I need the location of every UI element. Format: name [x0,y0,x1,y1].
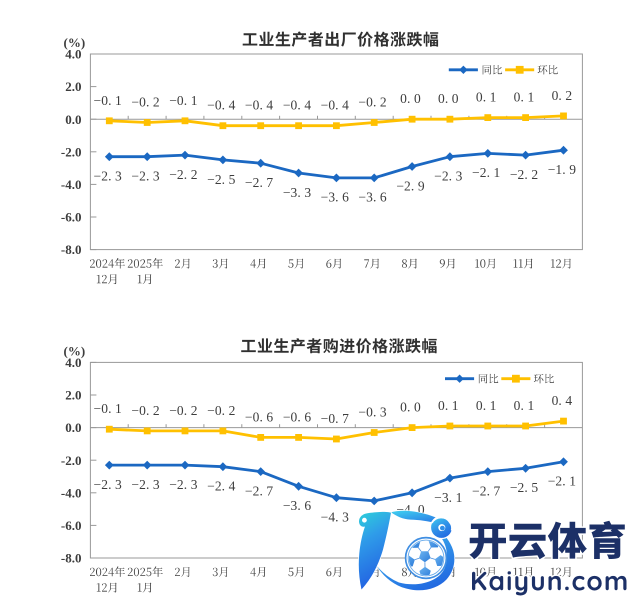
svg-text:-4.0: -4.0 [61,485,82,500]
svg-text:−2. 7: −2. 7 [472,483,501,498]
svg-text:0. 1: 0. 1 [514,398,535,413]
svg-text:−2. 3: −2. 3 [169,477,198,492]
svg-text:−0. 3: −0. 3 [358,405,387,420]
svg-text:-8.0: -8.0 [61,551,82,566]
svg-text:−0. 2: −0. 2 [207,403,235,418]
svg-text:−2. 7: −2. 7 [245,483,274,498]
svg-text:−2. 7: −2. 7 [245,175,274,190]
svg-text:−2. 5: −2. 5 [510,480,539,495]
svg-text:−2. 3: −2. 3 [434,169,463,184]
svg-text:−2. 3: −2. 3 [131,477,160,492]
svg-text:−0. 6: −0. 6 [245,409,274,424]
svg-text:−0. 1: −0. 1 [169,93,197,108]
svg-text:−2. 2: −2. 2 [169,167,197,182]
svg-text:0. 1: 0. 1 [514,90,535,105]
svg-text:−3. 6: −3. 6 [358,190,387,205]
svg-text:−2. 3: −2. 3 [94,477,123,492]
svg-text:4.0: 4.0 [65,355,81,370]
svg-text:−2. 5: −2. 5 [207,172,236,187]
svg-text:−4. 3: −4. 3 [321,510,350,525]
svg-text:−0. 2: −0. 2 [358,95,386,110]
svg-text:2.0: 2.0 [65,79,81,94]
svg-text:-8.0: -8.0 [61,242,82,257]
svg-text:−2. 1: −2. 1 [548,474,576,489]
svg-text:0. 2: 0. 2 [552,88,573,103]
svg-text:0. 1: 0. 1 [476,90,497,105]
svg-text:−2. 9: −2. 9 [396,178,425,193]
svg-text:0. 0: 0. 0 [400,400,421,415]
svg-text:0.0: 0.0 [65,112,81,127]
svg-text:−2. 1: −2. 1 [472,165,500,180]
svg-text:−0. 4: −0. 4 [283,98,312,113]
svg-text:2.0: 2.0 [65,388,81,403]
svg-text:−3. 3: −3. 3 [283,185,312,200]
svg-text:−0. 2: −0. 2 [131,403,159,418]
svg-text:−0. 2: −0. 2 [131,95,159,110]
svg-text:−0. 4: −0. 4 [245,98,274,113]
svg-text:(%): (%) [64,343,86,358]
svg-text:-6.0: -6.0 [61,518,82,533]
svg-text:−2. 4: −2. 4 [207,479,236,494]
svg-text:0.0: 0.0 [65,420,81,435]
svg-text:−2. 3: −2. 3 [131,169,160,184]
svg-text:0. 4: 0. 4 [552,393,573,408]
svg-text:−0. 4: −0. 4 [321,98,350,113]
svg-text:−3. 1: −3. 1 [434,490,462,505]
svg-text:-2.0: -2.0 [61,453,82,468]
svg-text:−3. 6: −3. 6 [321,190,350,205]
svg-text:−0. 7: −0. 7 [321,411,350,426]
svg-text:−2. 3: −2. 3 [94,169,123,184]
svg-text:0. 0: 0. 0 [400,91,421,106]
svg-text:0. 0: 0. 0 [438,91,459,106]
svg-text:-6.0: -6.0 [61,210,82,225]
svg-text:−0. 6: −0. 6 [283,409,312,424]
svg-text:(%): (%) [64,35,86,50]
svg-text:−2. 2: −2. 2 [510,167,538,182]
svg-text:-2.0: -2.0 [61,144,82,159]
svg-text:−3. 6: −3. 6 [283,498,312,513]
svg-text:−0. 2: −0. 2 [169,403,197,418]
svg-text:−1. 9: −1. 9 [548,162,577,177]
svg-text:-4.0: -4.0 [61,177,82,192]
svg-text:4.0: 4.0 [65,47,81,62]
svg-text:−0. 4: −0. 4 [207,98,236,113]
svg-text:−0. 1: −0. 1 [94,93,122,108]
svg-text:−0. 1: −0. 1 [94,401,122,416]
svg-text:0. 1: 0. 1 [476,398,497,413]
svg-text:0. 1: 0. 1 [438,398,459,413]
